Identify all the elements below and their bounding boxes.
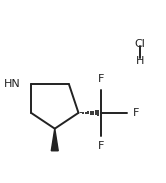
Text: F: F — [97, 74, 104, 84]
Text: F: F — [97, 141, 104, 151]
Text: F: F — [133, 108, 139, 118]
Text: Cl: Cl — [135, 39, 146, 49]
Polygon shape — [51, 129, 58, 151]
Text: HN: HN — [4, 79, 21, 89]
Text: H: H — [136, 56, 144, 66]
